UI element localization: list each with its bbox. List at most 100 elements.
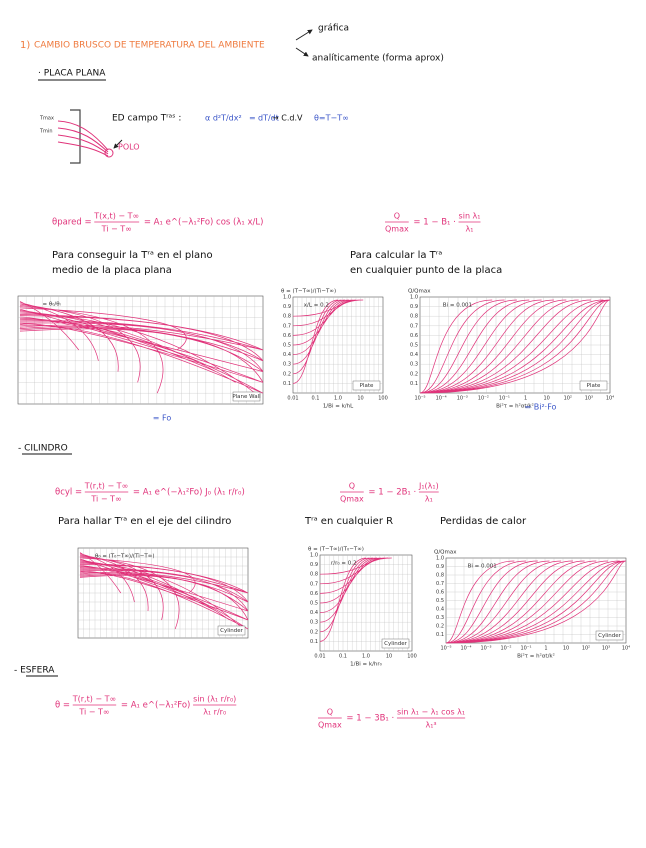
x-tick-label: 10³ — [602, 646, 610, 652]
x-axis-label: 1/Bi = k/hr₀ — [350, 662, 383, 668]
curves — [79, 552, 249, 630]
numerator: Q — [327, 708, 333, 717]
caption-box — [579, 380, 608, 391]
y-tick-label: 0.9 — [410, 304, 418, 310]
chart: 10⁻⁵ 10⁻⁴ 10⁻³ 10⁻² 10⁻¹ 1 10 10² 10³ 10⁴ 0.1 0.2 0.… — [408, 289, 614, 412]
handwritten-note: = Fo — [153, 414, 172, 423]
formula-part: = 1 − 3B₁ · — [344, 714, 397, 724]
x-tick-label: 10³ — [585, 396, 593, 402]
heading: - ESFERA — [14, 666, 55, 676]
x-tick-label: 10² — [582, 646, 590, 652]
curves — [19, 301, 264, 394]
x-tick-label: 0.01 — [287, 396, 298, 402]
formula-part: = A₁ e^(−λ₁²Fo) — [118, 701, 193, 711]
arrow — [295, 29, 313, 41]
numerator: T(r,t) − T∞ — [84, 482, 128, 491]
y-tick-label: 0.4 — [410, 352, 418, 358]
x-tick-label: 10 — [357, 396, 363, 402]
denominator: λ₁³ — [425, 721, 436, 730]
x-tick-label: 10² — [564, 396, 572, 402]
caption-box — [217, 625, 246, 636]
equation-label: ED campo Tʳᵃˢ : — [112, 114, 181, 124]
chart: = θ₀/θᵢ Plane Wall = Fo — [17, 295, 264, 423]
y-tick-label: 0.9 — [310, 562, 318, 568]
y-tick-label: 0.3 — [436, 615, 444, 621]
denominator: Qmax — [385, 225, 409, 234]
caption: Cylinder — [220, 628, 244, 634]
note: Para calcular la Tʳᵃ — [350, 250, 442, 261]
numerator: sin λ₁ − λ₁ cos λ₁ — [397, 708, 465, 717]
y-tick-label: 0.5 — [310, 601, 318, 607]
note: Perdidas de calor — [440, 516, 527, 527]
caption-box — [595, 630, 624, 641]
x-tick-label: 10⁻⁴ — [436, 396, 447, 402]
y-tick-label: 0.3 — [410, 362, 418, 368]
wall-diagram — [57, 109, 123, 164]
option: gráfica — [318, 24, 349, 34]
y-tick-label: 0.3 — [283, 362, 291, 368]
denominator: Qmax — [340, 495, 364, 504]
x-tick-label: 10⁻⁴ — [460, 646, 471, 652]
y-tick-label: 0.6 — [410, 333, 418, 339]
x-tick-label: 10⁻³ — [457, 396, 468, 402]
x-tick-label: 0.01 — [314, 654, 325, 660]
section-title: CAMBIO BRUSCO DE TEMPERATURA DEL AMBIENT… — [34, 41, 265, 51]
caption: Plate — [360, 383, 374, 389]
y-axis-label: Q/Qmax — [434, 550, 457, 556]
y-tick-label: 0.4 — [310, 610, 318, 616]
option: analíticamente (forma aprox) — [312, 54, 444, 64]
y-tick-label: 0.1 — [310, 639, 318, 645]
formula-part: θ = — [55, 701, 73, 711]
numerator: J₁(λ₁) — [418, 482, 439, 491]
label: Tmax — [39, 116, 54, 122]
y-tick-label: 0.4 — [436, 607, 444, 613]
curves — [445, 560, 627, 644]
denominator: Ti − T∞ — [78, 708, 109, 717]
x-tick-label: 10 — [563, 646, 569, 652]
y-tick-label: 0.7 — [436, 581, 444, 587]
y-tick-label: 0.7 — [410, 323, 418, 329]
curves — [419, 299, 611, 394]
y-tick-label: 0.8 — [436, 573, 444, 579]
y-tick-label: 0.8 — [283, 314, 291, 320]
y-tick-label: 0.6 — [283, 333, 291, 339]
x-tick-label: 1 — [524, 396, 527, 402]
x-tick-label: 1.0 — [362, 654, 370, 660]
chart: 0.01 0.1 1.0 10 100 0.1 0.2 0.3 0.4 0.5 0.6 0.7 0.8 0… — [308, 547, 417, 668]
note: Tʳᵃ en cualquier R — [304, 516, 393, 527]
x-tick-label: 10⁻² — [500, 646, 511, 652]
denominator: λ₁ — [425, 495, 433, 504]
x-tick-label: 100 — [407, 654, 417, 660]
y-tick-label: 1.0 — [436, 556, 444, 562]
numerator: T(x,t) − T∞ — [93, 212, 139, 221]
section-number: 1) — [20, 40, 30, 51]
y-tick-label: 0.3 — [310, 620, 318, 626]
y-tick-label: 0.6 — [436, 590, 444, 596]
y-tick-label: 0.4 — [283, 352, 291, 358]
y-tick-label: 0.2 — [283, 371, 291, 377]
formula-part: = 1 − B₁ · — [411, 218, 459, 228]
chart: 10⁻⁵ 10⁻⁴ 10⁻³ 10⁻² 10⁻¹ 1 10 10² 10³ 10⁴ 0.1 0.2 0.… — [434, 550, 630, 660]
y-tick-label: 1.0 — [283, 295, 291, 301]
note: Para hallar Tʳᵃ en el eje del cilindro — [58, 516, 231, 527]
y-tick-label: 0.5 — [436, 598, 444, 604]
caption: Cylinder — [598, 633, 622, 639]
x-tick-label: 1.0 — [334, 396, 342, 402]
y-tick-label: 0.2 — [310, 629, 318, 635]
x-tick-label: 0.1 — [312, 396, 320, 402]
x-tick-label: 10 — [386, 654, 392, 660]
heading: · PLACA PLANA — [38, 69, 106, 79]
x-tick-label: 10⁻⁵ — [440, 646, 451, 652]
y-tick-label: 0.1 — [283, 381, 291, 387]
y-tick-label: 0.8 — [410, 314, 418, 320]
formula-part: = 1 − 2B₁ · — [366, 488, 419, 498]
curves — [319, 557, 392, 642]
y-axis-label: θ = (T−T∞)/(Ti−T∞) — [281, 289, 336, 295]
denominator: λ₁ r/r₀ — [203, 708, 226, 717]
numerator: Q — [394, 212, 400, 221]
y-tick-label: 0.8 — [310, 572, 318, 578]
caption-box — [352, 380, 381, 391]
x-tick-label: 10⁻¹ — [499, 396, 510, 402]
y-tick-label: 0.1 — [436, 632, 444, 638]
annotation: r/r₀ = 0.2 — [331, 561, 356, 567]
